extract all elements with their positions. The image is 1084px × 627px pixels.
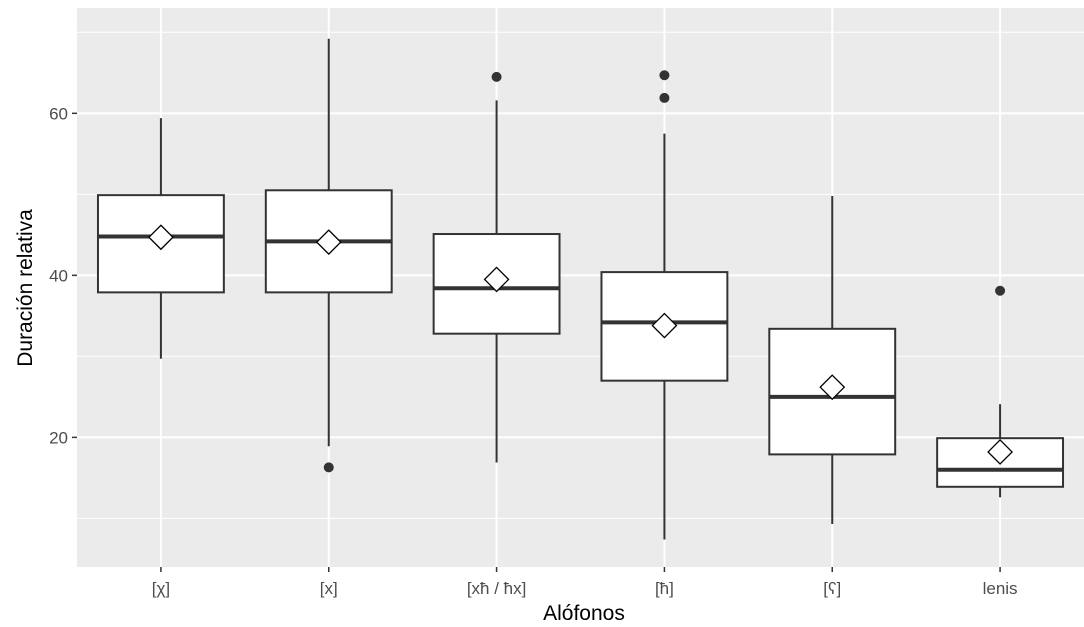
mean-diamond [483,266,510,293]
y-axis-title: Duración relativa [14,209,37,367]
outlier-point [323,462,334,473]
x-tick-label: lenis [983,579,1018,598]
mean-diamond [315,229,342,256]
plot-panel [77,8,1084,567]
x-tick-label: [x] [320,579,338,598]
x-tick-label: [ʕ] [823,579,841,598]
y-axis-ticks: 20 40 60 [49,104,77,447]
outlier-point [659,70,670,81]
x-tick-label: [ħ] [655,579,674,598]
x-axis-ticks: [χ] [x] [xħ / ħx] [ħ] [ʕ] lenis [152,567,1018,598]
y-tick-label: 40 [49,266,68,285]
box-group [264,38,393,473]
mean-diamond [987,439,1014,465]
outlier-point [659,92,670,103]
mean-diamond [147,224,174,251]
x-tick-label: [xħ / ħx] [467,579,527,598]
y-tick-label: 60 [49,104,68,123]
mean-diamond [819,374,846,401]
box-group [96,118,225,359]
outlier-point [491,71,502,82]
mean-diamond [651,312,678,339]
box-series [96,38,1065,540]
outlier-point [995,285,1006,296]
box-group [936,285,1065,498]
box-group [600,70,729,540]
box-group [768,195,897,525]
x-tick-label: [χ] [152,579,170,598]
x-axis-title: Alófonos [543,602,625,625]
box-group [432,71,561,463]
y-tick-label: 20 [49,428,68,447]
